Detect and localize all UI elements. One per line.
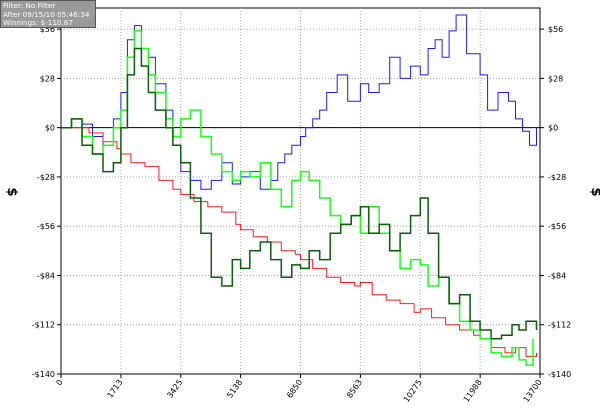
y-tick-label-left-3: -$28 (37, 173, 55, 182)
x-tick-label-4: 6850 (285, 378, 304, 400)
y-tick-label-left-5: -$84 (37, 271, 55, 280)
x-tick-label-5: 8563 (345, 378, 364, 400)
y-tick-label-right-1: $28 (548, 74, 563, 83)
info-box: Filter: No Filter After 09/15/10 05:46:3… (0, 0, 96, 28)
y-tick-label-left-2: $0 (45, 124, 55, 133)
y-tick-label-right-6: -$112 (548, 321, 571, 330)
x-tick-label-3: 5138 (225, 378, 244, 400)
winnings-label: Winnings: $-110.87 (3, 18, 73, 28)
light-green-series-line (61, 30, 534, 366)
y-tick-label-left-4: -$56 (37, 222, 55, 231)
x-tick-label-6: 10275 (402, 378, 424, 404)
y-tick-label-right-5: -$84 (548, 271, 566, 280)
y-tick-label-left-7: -$140 (32, 370, 55, 379)
y-axis-label-left: $ (4, 187, 19, 196)
series-lines (61, 14, 538, 366)
y-tick-label-left-0: $56 (40, 25, 55, 34)
y-tick-label-right-2: $0 (548, 124, 558, 133)
y-tick-label-right-7: -$140 (548, 370, 571, 379)
y-axis-label-right: $ (588, 187, 600, 196)
y-tick-label-left-6: -$112 (32, 321, 55, 330)
x-tick-label-7: 11988 (462, 378, 484, 404)
dark-green-series-line (61, 47, 538, 340)
x-tick-label-0: 0 (54, 378, 64, 387)
y-tick-label-right-3: -$28 (548, 173, 566, 182)
x-tick-label-1: 1713 (105, 378, 124, 400)
y-tick-label-right-0: $56 (548, 25, 563, 34)
filter-label: Filter: No Filter (3, 1, 56, 10)
x-tick-label-8: 13700 (522, 378, 544, 404)
y-tick-label-left-1: $28 (40, 74, 55, 83)
y-tick-label-right-4: -$56 (548, 222, 566, 231)
x-tick-label-2: 3425 (165, 378, 184, 400)
after-timestamp: After 09/15/10 05:46:34 (3, 9, 90, 19)
